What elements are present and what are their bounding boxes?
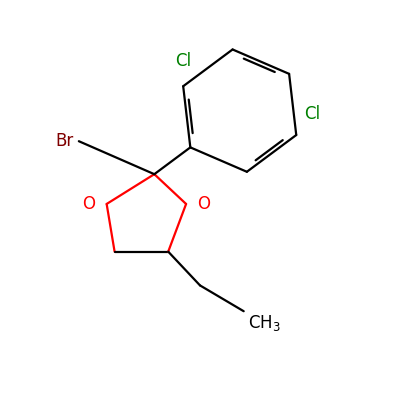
Text: CH$_3$: CH$_3$	[248, 313, 280, 333]
Text: Br: Br	[56, 132, 74, 150]
Text: O: O	[197, 195, 210, 213]
Text: O: O	[82, 195, 96, 213]
Text: Cl: Cl	[304, 105, 320, 123]
Text: Cl: Cl	[175, 52, 191, 70]
